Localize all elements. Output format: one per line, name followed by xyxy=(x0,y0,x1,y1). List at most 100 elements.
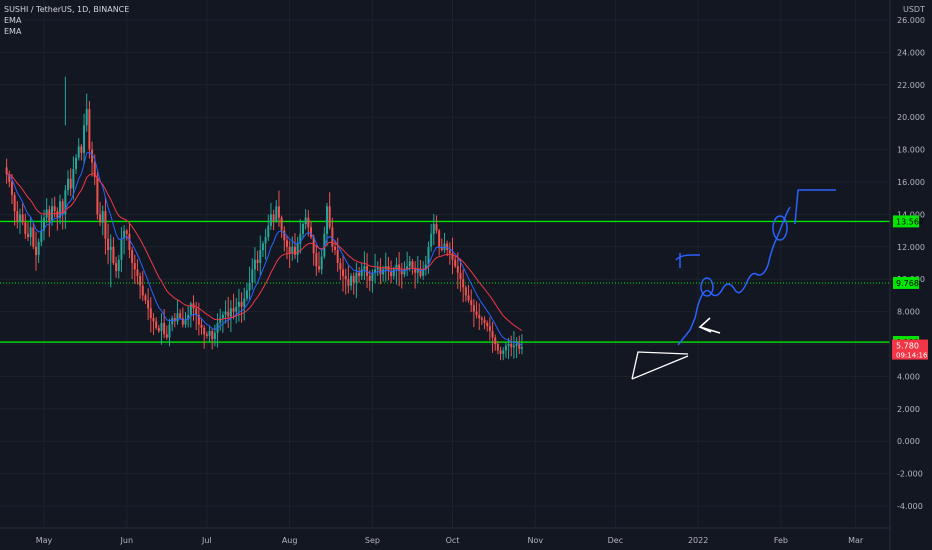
candle-body xyxy=(208,331,211,336)
chart-title[interactable]: SUSHI / TetherUS, 1D, BINANCE xyxy=(4,5,130,14)
x-tick-label-7: Dec xyxy=(608,536,623,545)
candle-body xyxy=(315,253,318,267)
x-tick-label-5: Oct xyxy=(446,536,460,545)
x-tick-label-10: Mar xyxy=(848,536,864,545)
candle-body xyxy=(93,162,96,178)
price-axis[interactable]: USDT 26.000 24.000 22.000 20.000 18.000 16.000… xyxy=(889,0,925,550)
last-price-label: 5.780 xyxy=(896,342,919,351)
candle-body xyxy=(75,157,78,170)
candle-body xyxy=(400,271,403,275)
candle-body xyxy=(189,303,192,315)
candle-body xyxy=(312,237,315,254)
candle-body xyxy=(510,344,513,348)
candle-body xyxy=(176,313,179,322)
candle-body xyxy=(480,318,483,320)
candle-body xyxy=(29,227,32,238)
candle-body xyxy=(414,267,417,273)
candle-body xyxy=(243,298,246,307)
candle-body xyxy=(515,344,518,346)
candle-body xyxy=(149,308,152,319)
candle-body xyxy=(438,230,441,247)
candle-body xyxy=(360,269,363,276)
candle-body xyxy=(328,206,331,228)
candle-body xyxy=(269,214,272,226)
time-axis[interactable]: May Jun Jul Aug Sep Oct Nov Dec 2022 Feb Mar xyxy=(0,527,890,545)
x-tick-label-2: Jul xyxy=(201,536,212,545)
legend-ema-2[interactable]: EMA xyxy=(4,27,22,36)
target-bracket xyxy=(794,189,836,225)
candle-body xyxy=(459,272,462,280)
candle-body xyxy=(488,326,491,332)
candle-body xyxy=(235,306,238,312)
candle-body xyxy=(211,331,214,340)
last-price-bg xyxy=(892,339,928,360)
candle-body xyxy=(355,272,358,283)
candle-body xyxy=(494,337,497,344)
candle-body xyxy=(358,272,361,276)
x-tick-label-3: Aug xyxy=(282,536,298,545)
legend-ema-1[interactable]: EMA xyxy=(4,16,22,25)
grid xyxy=(0,0,890,528)
forecast-path xyxy=(677,206,791,346)
candle-body xyxy=(448,250,451,254)
candle-body xyxy=(408,261,411,267)
candle-body xyxy=(213,332,216,340)
triangle-lower-line xyxy=(631,355,689,380)
candle-body xyxy=(227,311,230,317)
target-circle xyxy=(772,215,788,241)
candle-body xyxy=(219,318,222,323)
candle-body xyxy=(32,227,35,247)
candle-body xyxy=(120,238,123,260)
candle-body xyxy=(422,269,425,276)
y-tick-label-9: 8.000 xyxy=(897,308,920,317)
candle-body xyxy=(168,324,171,338)
x-tick-label-1: Jun xyxy=(120,536,134,545)
candle-body xyxy=(491,331,494,338)
candle-body xyxy=(374,269,377,273)
candle-body xyxy=(483,319,486,323)
forecast-loop xyxy=(700,277,714,297)
candle-body xyxy=(299,233,302,244)
candle-body xyxy=(406,266,409,270)
candle-body xyxy=(403,269,406,275)
candle-body xyxy=(310,227,312,238)
countdown-label: 09:14:16 xyxy=(896,352,928,360)
currency-label: USDT xyxy=(903,5,925,14)
candle-body xyxy=(512,345,515,348)
candle-body xyxy=(24,222,27,234)
candle-body xyxy=(187,314,190,320)
candle-body xyxy=(379,267,382,275)
candle-body xyxy=(320,256,323,270)
candle-body xyxy=(251,269,254,283)
y-tick-label-1: 24.000 xyxy=(897,48,925,57)
candle-body xyxy=(200,324,203,328)
candle-body xyxy=(398,264,401,272)
ema-line-2 xyxy=(6,173,523,332)
candle-body xyxy=(245,290,248,299)
candle-body xyxy=(486,322,489,327)
candle-body xyxy=(446,243,449,251)
candle-body xyxy=(80,146,83,153)
candle-body xyxy=(307,217,310,228)
candle-body xyxy=(350,275,353,286)
candle-body xyxy=(331,227,334,247)
candle-body xyxy=(205,334,208,336)
candle-body xyxy=(163,322,166,335)
candle-body xyxy=(520,347,523,349)
candle-body xyxy=(165,334,168,338)
candle-body xyxy=(59,201,62,218)
candle-body xyxy=(264,237,267,244)
horizontal-levels xyxy=(0,220,890,343)
candle-body xyxy=(16,211,19,221)
x-tick-label-4: Sep xyxy=(365,536,380,545)
candle-body xyxy=(454,259,457,267)
level-label-bg-1 xyxy=(893,276,919,289)
candle-body xyxy=(419,269,422,276)
candle-body xyxy=(157,327,160,332)
candle-body xyxy=(411,261,414,268)
candle-body xyxy=(318,266,321,270)
candle-body xyxy=(291,246,294,254)
candle-body xyxy=(390,271,393,276)
chart-legend: SUSHI / TetherUS, 1D, BINANCE EMA EMA xyxy=(4,4,129,37)
